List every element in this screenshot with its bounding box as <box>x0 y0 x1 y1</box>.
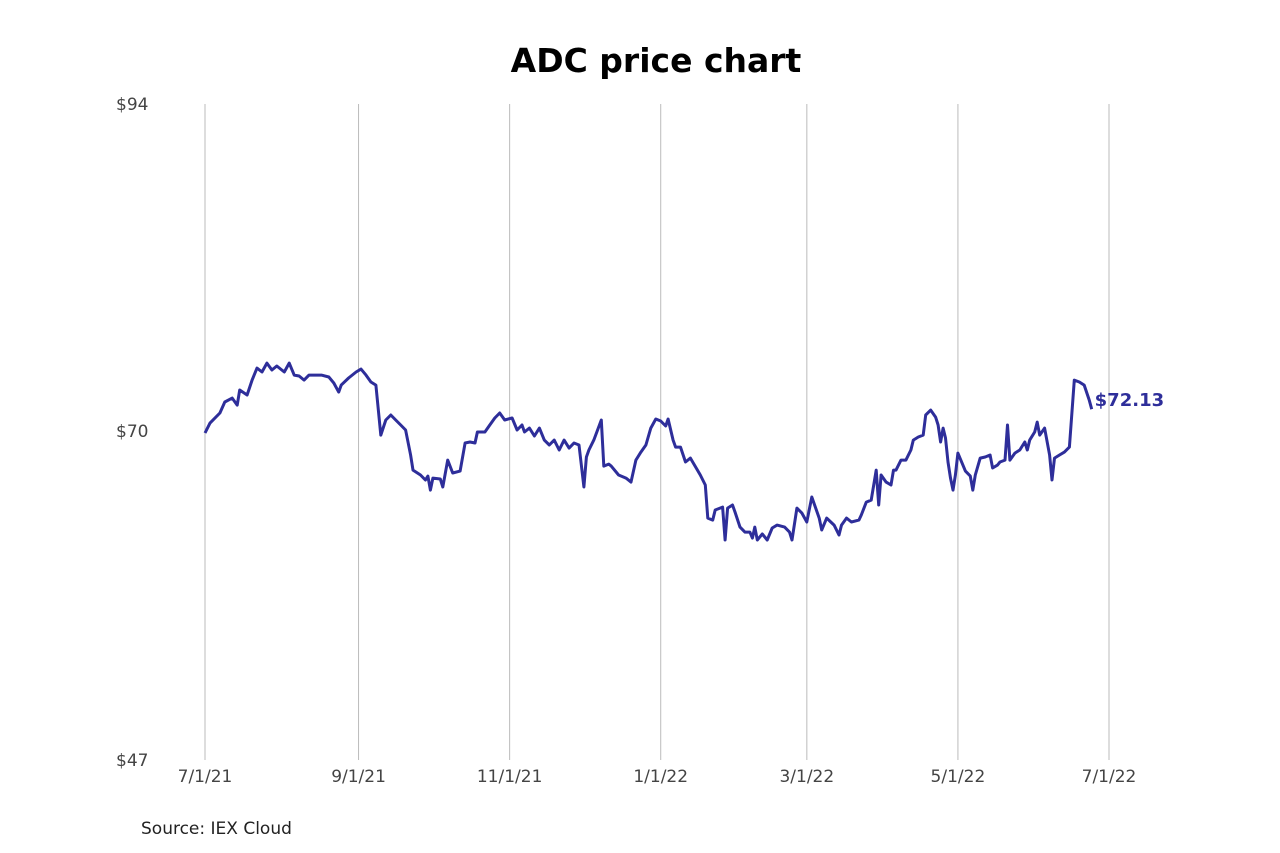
y-tick-label: $70 <box>116 422 148 442</box>
x-tick-label: 11/1/21 <box>477 767 543 787</box>
x-tick-label: 9/1/21 <box>331 767 386 787</box>
x-tick-label: 5/1/22 <box>931 767 986 787</box>
price-line <box>203 361 1094 542</box>
x-tick-label: 1/1/22 <box>633 767 688 787</box>
y-axis-ticks: $94 $70 $47 <box>116 95 148 771</box>
y-tick-label: $94 <box>116 95 148 115</box>
chart-title: ADC price chart <box>511 41 802 80</box>
x-axis-ticks: 7/1/21 9/1/21 11/1/21 1/1/22 3/1/22 5/1/22 7/1… <box>178 767 1137 787</box>
last-price-label: $72.13 <box>1095 390 1164 411</box>
y-tick-label: $47 <box>116 751 148 771</box>
source-note: Source: IEX Cloud <box>141 819 292 839</box>
x-gridlines <box>204 104 1110 760</box>
x-tick-label: 7/1/21 <box>178 767 233 787</box>
x-tick-label: 7/1/22 <box>1082 767 1137 787</box>
x-tick-label: 3/1/22 <box>779 767 834 787</box>
